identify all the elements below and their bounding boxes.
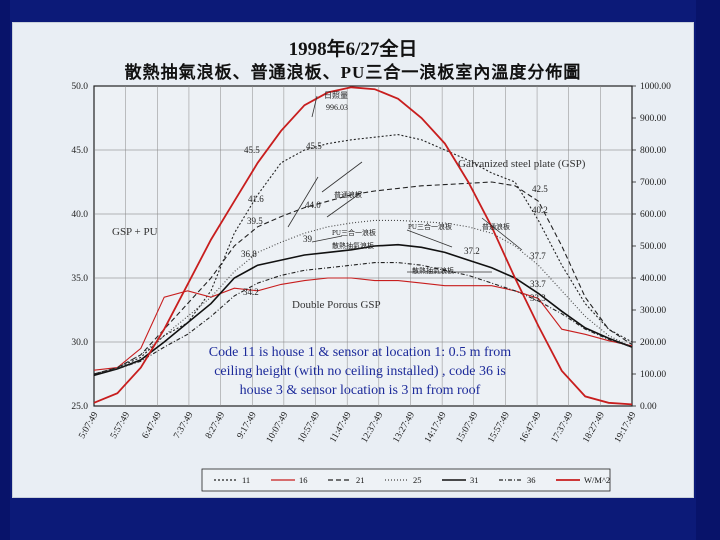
x-tick-label: 8:27:49 bbox=[204, 410, 227, 440]
value-label: 41.6 bbox=[248, 194, 264, 204]
inline-label: 散熱抽氣浪板 bbox=[412, 266, 454, 275]
legend-label: W/M^2 bbox=[584, 475, 610, 485]
caption-line: Code 11 is house 1 & sensor at location … bbox=[209, 345, 511, 360]
x-tick-label: 15:07:49 bbox=[455, 410, 481, 444]
x-tick-label: 10:57:49 bbox=[297, 410, 323, 444]
annotation-gsp-pu: GSP + PU bbox=[112, 226, 158, 238]
left-border bbox=[0, 0, 10, 540]
y-right-tick-label: 400.00 bbox=[640, 274, 666, 284]
legend-label: 16 bbox=[299, 475, 308, 485]
value-label: 37.2 bbox=[464, 246, 480, 256]
annotation-gsp: Galvanized steel plate (GSP) bbox=[458, 158, 586, 170]
value-label: 45.5 bbox=[306, 141, 322, 151]
x-tick-label: 14:17:49 bbox=[423, 410, 449, 444]
caption-line: ceiling height (with no ceiling installe… bbox=[214, 364, 506, 379]
legend: 11 16 21 25 31 36 W/M^2 bbox=[214, 475, 610, 485]
value-label: 42.5 bbox=[532, 184, 548, 194]
inline-label: PU三合一浪板 bbox=[408, 222, 452, 231]
y-right-tick-label: 500.00 bbox=[640, 242, 666, 252]
chart-subtitle: 散熱抽氣浪板、普通浪板、PU三合一浪板室內溫度分佈圖 bbox=[124, 63, 582, 82]
y-right-tick-label: 800.00 bbox=[640, 146, 666, 156]
series-line-31 bbox=[93, 243, 633, 377]
series-line-21 bbox=[93, 181, 633, 375]
y-right-tick-label: 300.00 bbox=[640, 306, 666, 316]
caption-line: house 3 & sensor location is 3 m from ro… bbox=[240, 383, 481, 398]
y-left-tick-label: 50.0 bbox=[71, 82, 88, 92]
inline-label: 散熱抽氣浪板 bbox=[332, 241, 374, 250]
y-right-tick-label: 200.00 bbox=[640, 338, 666, 348]
legend-label: 36 bbox=[527, 475, 536, 485]
x-tick-label: 7:37:49 bbox=[172, 410, 195, 440]
plot-area bbox=[93, 85, 633, 407]
y-left-tick-label: 25.0 bbox=[71, 402, 88, 412]
left-axis-ticks: 50.0 45.0 40.0 35.0 30.0 25.0 bbox=[71, 82, 88, 412]
x-tick-label: 17:37:49 bbox=[550, 410, 576, 444]
value-label: 36.8 bbox=[241, 249, 257, 259]
x-axis-ticks: 5:07:49 5:57:49 6:47:49 7:37:49 8:27:49 9:17:… bbox=[77, 410, 638, 444]
annotation-double-porous: Double Porous GSP bbox=[292, 299, 381, 311]
series-lines bbox=[93, 86, 633, 406]
series-line-W-M-2 bbox=[93, 86, 633, 406]
value-label: 45.5 bbox=[244, 145, 260, 155]
series-line-36 bbox=[93, 262, 633, 375]
y-left-tick-label: 45.0 bbox=[71, 146, 88, 156]
x-tick-label: 11:47:49 bbox=[328, 410, 353, 444]
x-tick-label: 5:07:49 bbox=[77, 410, 100, 440]
value-label: 39 bbox=[303, 234, 313, 244]
y-right-tick-label: 1000.00 bbox=[640, 82, 671, 92]
peak-label: 日照量 bbox=[324, 91, 348, 100]
value-label: 40.2 bbox=[532, 205, 548, 215]
series-line-11 bbox=[93, 134, 633, 375]
y-right-tick-label: 700.00 bbox=[640, 178, 666, 188]
y-right-tick-label: 900.00 bbox=[640, 114, 666, 124]
x-tick-label: 16:47:49 bbox=[518, 410, 544, 444]
x-tick-label: 9:17:49 bbox=[236, 410, 259, 440]
x-tick-label: 5:57:49 bbox=[109, 410, 132, 440]
value-label: 37.7 bbox=[530, 251, 546, 261]
inline-label: 普通浪板 bbox=[482, 222, 510, 231]
x-tick-label: 12:37:49 bbox=[360, 410, 386, 444]
peak-value: 996.03 bbox=[326, 103, 348, 112]
x-tick-label: 10:07:49 bbox=[265, 410, 291, 444]
y-right-tick-label: 600.00 bbox=[640, 210, 666, 220]
legend-label: 11 bbox=[242, 475, 250, 485]
inline-label: 普通浪板 bbox=[334, 190, 362, 199]
annotation-arrows bbox=[287, 95, 523, 273]
temperature-chart: 50.0 45.0 40.0 35.0 30.0 25.0 1000.00 900.00 80… bbox=[71, 82, 671, 492]
x-tick-label: 6:47:49 bbox=[141, 410, 164, 440]
inline-label: PU三合一浪板 bbox=[332, 228, 376, 237]
x-tick-label: 15:57:49 bbox=[486, 410, 512, 444]
y-left-tick-label: 35.0 bbox=[71, 274, 88, 284]
chart-title: 1998年6/27全日 bbox=[288, 39, 418, 60]
legend-label: 21 bbox=[356, 475, 365, 485]
y-right-tick-label: 0.00 bbox=[640, 402, 657, 412]
y-left-tick-label: 30.0 bbox=[71, 338, 88, 348]
right-axis-ticks: 1000.00 900.00 800.00 700.00 600.00 500.00 400… bbox=[632, 82, 671, 412]
value-label: 33.3 bbox=[530, 293, 546, 303]
value-label: 34.2 bbox=[243, 287, 259, 297]
value-label: 44.0 bbox=[305, 200, 321, 210]
right-border bbox=[696, 0, 720, 540]
y-left-tick-label: 40.0 bbox=[71, 210, 88, 220]
chart-photo: 1998年6/27全日 散熱抽氣浪板、普通浪板、PU三合一浪板室內溫度分佈圖 5… bbox=[12, 22, 694, 498]
value-label: 39.5 bbox=[247, 216, 263, 226]
x-tick-label: 19:17:49 bbox=[613, 410, 639, 444]
legend-label: 31 bbox=[470, 475, 479, 485]
legend-label: 25 bbox=[413, 475, 422, 485]
x-tick-label: 18:27:49 bbox=[581, 410, 607, 444]
x-tick-label: 13:27:49 bbox=[392, 410, 418, 444]
y-right-tick-label: 100.00 bbox=[640, 370, 666, 380]
value-label: 33.7 bbox=[530, 279, 546, 289]
